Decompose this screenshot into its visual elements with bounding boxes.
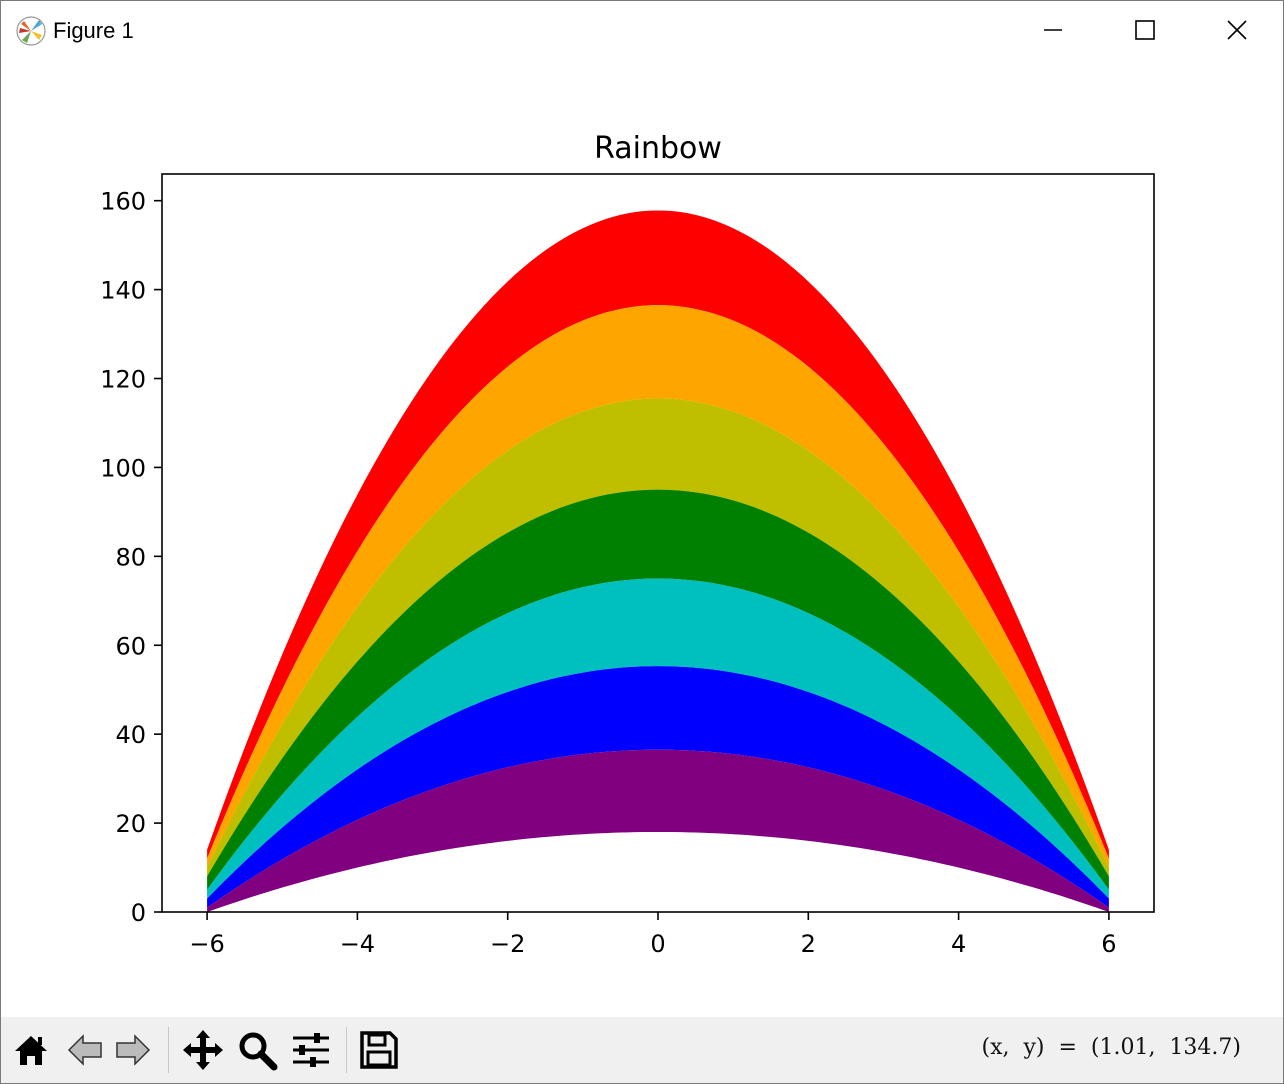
cursor-coordinates: (x, y) = (1.01, 134.7): [981, 1035, 1242, 1060]
rainbow-chart: Rainbow −6 −4 −2 0 2 4 6 0 20 40 60 80 100 120 140 160: [100, 131, 1155, 958]
pan-button[interactable]: [181, 1027, 225, 1073]
back-arrow-icon: [67, 1034, 102, 1066]
x-tick-label: 4: [951, 930, 966, 958]
rainbow-band-4: [207, 578, 1109, 899]
move-icon: [183, 1030, 223, 1070]
rainbow-band-5: [207, 666, 1109, 908]
magnifier-icon: [239, 1032, 278, 1071]
y-tick-label: 60: [115, 632, 146, 660]
matplotlib-logo-icon: [16, 16, 46, 46]
sliders-icon: [293, 1033, 329, 1067]
x-tick-label: −2: [490, 930, 525, 958]
x-tick-label: 6: [1101, 930, 1116, 958]
minimize-button[interactable]: [1007, 1, 1099, 59]
maximize-button[interactable]: [1099, 1, 1191, 59]
floppy-disk-icon: [360, 1031, 398, 1069]
x-tick-label: 2: [801, 930, 816, 958]
forward-arrow-icon: [116, 1034, 151, 1066]
x-tick-label: −6: [189, 930, 224, 958]
close-icon: [1227, 20, 1247, 40]
back-button[interactable]: [63, 1027, 107, 1073]
forward-button[interactable]: [111, 1027, 155, 1073]
zoom-button[interactable]: [235, 1027, 279, 1073]
y-tick-label: 100: [100, 454, 146, 482]
bands-layer: [207, 210, 1109, 912]
rainbow-band-0: [207, 210, 1109, 859]
x-tick-label: 0: [650, 930, 665, 958]
y-tick-label: 0: [131, 899, 146, 927]
toolbar-separator: [346, 1027, 347, 1073]
y-tick-label: 140: [100, 277, 146, 305]
figure-canvas[interactable]: Rainbow −6 −4 −2 0 2 4 6 0 20 40 60 80 100 120 140 160: [1, 59, 1283, 1017]
y-tick-label: 20: [115, 810, 146, 838]
y-axis: 0 20 40 60 80 100 120 140 160: [100, 188, 162, 927]
home-icon: [15, 1036, 47, 1065]
close-button[interactable]: [1191, 1, 1283, 59]
y-tick-label: 120: [100, 366, 146, 394]
rainbow-band-1: [207, 305, 1109, 868]
configure-subplots-button[interactable]: [289, 1027, 333, 1073]
y-tick-label: 80: [115, 543, 146, 571]
window-title: Figure 1: [53, 18, 134, 43]
minimize-icon: [1044, 29, 1062, 31]
chart-title: Rainbow: [594, 131, 722, 166]
toolbar-separator: [168, 1027, 169, 1073]
x-axis: −6 −4 −2 0 2 4 6: [189, 912, 1117, 958]
y-tick-label: 160: [100, 188, 146, 216]
x-tick-label: −4: [340, 930, 375, 958]
rainbow-band-6: [207, 749, 1109, 912]
title-bar[interactable]: Figure 1: [1, 1, 1283, 59]
save-button[interactable]: [357, 1027, 401, 1073]
home-button[interactable]: [9, 1027, 53, 1073]
navigation-toolbar: (x, y) = (1.01, 134.7): [1, 1017, 1283, 1083]
rainbow-band-2: [207, 398, 1109, 877]
y-tick-label: 40: [115, 721, 146, 749]
maximize-icon: [1135, 20, 1155, 40]
rainbow-band-3: [207, 489, 1109, 890]
